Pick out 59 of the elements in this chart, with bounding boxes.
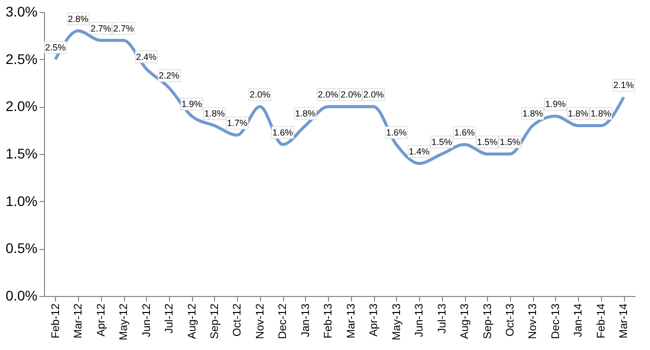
data-label: 1.6% <box>386 128 407 138</box>
y-tick-label: 2.0% <box>6 98 38 114</box>
x-tick-label: Sep-12 <box>208 304 221 339</box>
x-tick-label: Oct-13 <box>504 304 516 337</box>
data-label: 1.5% <box>432 137 452 147</box>
x-tick-label: May-12 <box>118 304 130 340</box>
x-tick-label: Jul-13 <box>436 304 448 334</box>
x-tick-label: Jun-12 <box>140 304 153 338</box>
x-tick-label: Feb-14 <box>595 304 608 338</box>
data-label: 2.5% <box>45 42 66 52</box>
y-tick-label: 3.0% <box>6 4 38 20</box>
x-tick-label: Sep-13 <box>482 304 494 339</box>
data-label: 2.0% <box>363 90 384 100</box>
data-label: 2.4% <box>136 52 157 62</box>
data-label: 2.8% <box>68 14 88 24</box>
x-tick-label: Jun-13 <box>414 304 426 338</box>
data-label: 1.8% <box>522 108 543 119</box>
data-label: 2.7% <box>90 23 112 34</box>
x-tick-label: Jan-14 <box>572 304 585 338</box>
x-tick-label: Jan-13 <box>300 304 312 338</box>
data-label: 2.7% <box>113 23 134 34</box>
data-label: 2.0% <box>340 90 362 100</box>
x-tick-label: Mar-13 <box>345 304 358 338</box>
data-label: 1.8% <box>568 108 588 119</box>
data-label: 2.0% <box>318 90 338 100</box>
data-label: 1.5% <box>476 137 498 147</box>
y-tick-label: 2.5% <box>6 50 38 67</box>
data-label: 2.1% <box>613 80 634 90</box>
x-tick-label: Apr-13 <box>368 304 380 337</box>
data-label: 1.6% <box>454 128 475 138</box>
data-label: 1.6% <box>272 128 293 138</box>
data-label: 1.5% <box>500 137 520 147</box>
data-label: 2.0% <box>250 90 270 100</box>
x-tick-label: Mar-12 <box>72 304 85 338</box>
x-tick-label: Nov-12 <box>254 304 266 339</box>
y-tick-label: 0.0% <box>6 288 38 304</box>
x-tick-label: Dec-12 <box>277 304 290 339</box>
data-label: 1.7% <box>226 118 248 128</box>
data-label: 1.9% <box>545 99 566 110</box>
x-tick-label: Oct-12 <box>232 304 244 337</box>
x-tick-label: Aug-13 <box>459 304 472 339</box>
x-tick-label: Mar-14 <box>618 304 630 338</box>
y-tick-label: 1.5% <box>6 146 38 162</box>
x-tick-label: Feb-12 <box>50 304 62 338</box>
data-label: 1.8% <box>295 108 316 119</box>
x-tick-label: May-13 <box>390 304 403 340</box>
x-tick-label: Nov-13 <box>527 304 540 339</box>
x-tick-label: Apr-12 <box>95 304 108 337</box>
data-label: 1.8% <box>204 108 225 119</box>
data-label: 1.4% <box>408 146 430 156</box>
data-label: 1.8% <box>590 108 612 119</box>
x-tick-label: Aug-12 <box>186 304 198 339</box>
y-tick-label: 0.5% <box>6 240 38 256</box>
x-tick-label: Dec-13 <box>550 304 562 339</box>
x-tick-label: Feb-13 <box>322 304 335 338</box>
y-tick-label: 1.0% <box>6 192 38 209</box>
x-tick-label: Jul-12 <box>164 304 176 334</box>
data-label: 2.2% <box>158 70 180 81</box>
data-label: 1.9% <box>181 99 202 110</box>
